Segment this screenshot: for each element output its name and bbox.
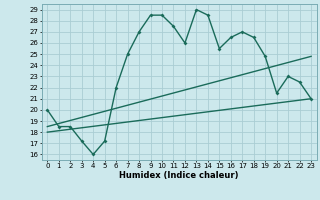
X-axis label: Humidex (Indice chaleur): Humidex (Indice chaleur) bbox=[119, 171, 239, 180]
